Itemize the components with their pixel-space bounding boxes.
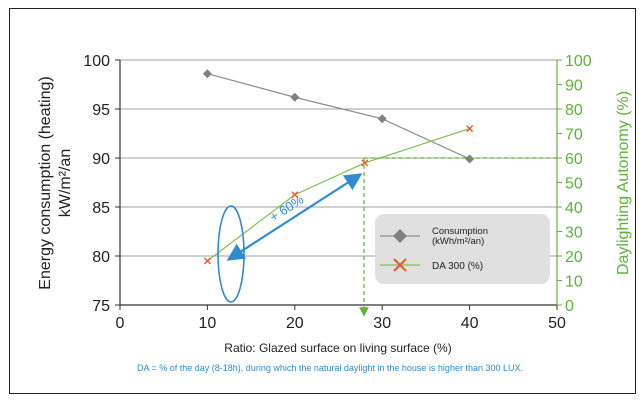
y-tick-label-85: 85	[92, 200, 110, 217]
series-line-consumption	[207, 73, 470, 160]
footnote: DA = % of the day (8-18h), during which …	[137, 363, 523, 373]
y-axis-title-line2: kW/m²/an	[57, 149, 74, 217]
y-tick-label-75: 75	[92, 298, 110, 315]
y-tick-label-95: 95	[92, 102, 110, 119]
x-tick-label-10: 10	[199, 315, 217, 332]
figure-border	[9, 8, 636, 394]
left-y-tick-labels: 75 80 85 90 95 100	[83, 53, 120, 315]
legend-consumption-label-line1: Consumption	[432, 226, 488, 237]
y2-tick-label-80: 80	[565, 102, 583, 119]
right-y-tick-labels: 0 10 20 30 40 50 60 70 80 90 100	[557, 53, 592, 315]
y-tick-label-100: 100	[83, 53, 110, 70]
x-tick-labels: 0 10 20 30 40 50	[116, 305, 566, 332]
da300-point-10	[203, 257, 211, 265]
y2-tick-label-10: 10	[565, 274, 583, 291]
legend-background	[375, 214, 550, 284]
y2-tick-label-70: 70	[565, 127, 583, 144]
y2-tick-label-60: 60	[565, 151, 583, 168]
x-tick-label-50: 50	[548, 315, 566, 332]
y2-axis-title: Daylighting Autonomy (%)	[615, 91, 632, 275]
da300-point-28	[361, 159, 369, 167]
legend: Consumption (kWh/m²/an) DA 300 (%)	[375, 214, 550, 284]
da300-point-40	[466, 125, 474, 133]
y-axis-title-line1: Energy consumption (heating)	[37, 76, 54, 289]
y2-tick-label-40: 40	[565, 200, 583, 217]
highlight-ellipse	[217, 205, 245, 303]
x-tick-label-30: 30	[373, 315, 391, 332]
y-tick-label-80: 80	[92, 249, 110, 266]
x-axis-title: Ratio: Glazed surface on living surface …	[224, 341, 451, 355]
y2-tick-label-30: 30	[565, 225, 583, 242]
y2-tick-label-50: 50	[565, 176, 583, 193]
y2-tick-label-20: 20	[565, 249, 583, 266]
consumption-point-10	[202, 69, 212, 79]
y2-tick-label-0: 0	[565, 298, 574, 315]
legend-consumption-label-line2: (kWh/m²/an)	[432, 236, 484, 247]
y-tick-label-90: 90	[92, 151, 110, 168]
y2-tick-label-100: 100	[565, 53, 592, 70]
x-tick-label-0: 0	[116, 315, 125, 332]
increase-arrow	[226, 173, 363, 261]
consumption-point-20	[290, 92, 300, 102]
y2-tick-label-90: 90	[565, 78, 583, 95]
increase-annotation: + 60%	[267, 192, 307, 225]
x-tick-label-40: 40	[461, 315, 479, 332]
x-tick-label-20: 20	[286, 315, 304, 332]
legend-da-marker	[393, 258, 407, 272]
legend-consumption-marker	[393, 229, 407, 243]
consumption-point-30	[377, 114, 387, 124]
consumption-point-40	[465, 154, 475, 164]
legend-da-label: DA 300 (%)	[432, 261, 483, 272]
